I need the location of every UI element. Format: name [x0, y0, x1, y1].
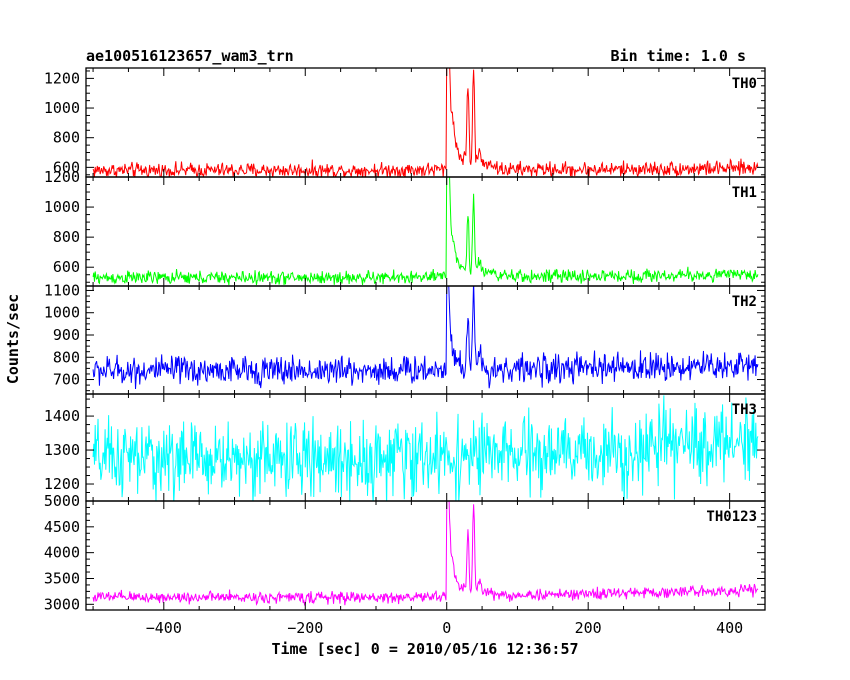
y-tick-label-th0123: 3500	[44, 569, 80, 587]
panel-frame-th0	[85, 67, 766, 178]
y-tick-label-th1: 1200	[44, 168, 80, 186]
trace-th0	[92, 68, 759, 177]
chart-ticks	[86, 68, 765, 610]
y-tick-label-th2: 1000	[44, 304, 80, 322]
y-tick-label-th0123: 4500	[44, 518, 80, 536]
y-tick-label-th1: 800	[53, 228, 80, 246]
chart-tick-labels: TH0 600 800 1000 1200 TH1 600 800 1000 1200 TH2 700…	[44, 69, 757, 637]
y-tick-label-th3: 1300	[44, 441, 80, 459]
bin-time-label: Bin time: 1.0 s	[611, 47, 746, 65]
chart-title: ae100516123657_wam3_trn	[86, 47, 294, 65]
y-tick-label-th0123: 5000	[44, 492, 80, 510]
y-tick-label-th0: 600	[53, 158, 80, 176]
y-tick-label-th2: 900	[53, 326, 80, 344]
y-tick-label-th0: 1000	[44, 99, 80, 117]
y-tick-label-th3: 1200	[44, 475, 80, 493]
chart-frames	[85, 67, 766, 611]
trace-th2	[92, 286, 759, 389]
panel-label-th0123: TH0123	[706, 509, 757, 525]
panel-frame-th0123	[85, 500, 766, 611]
x-tick-label: −200	[287, 619, 323, 637]
y-tick-label-th0: 1200	[44, 69, 80, 87]
panel-label-th1: TH1	[732, 185, 757, 201]
y-tick-label-th0123: 4000	[44, 544, 80, 562]
y-tick-label-th0: 800	[53, 129, 80, 147]
x-tick-label: 200	[575, 619, 602, 637]
chart-traces	[92, 68, 759, 607]
x-tick-label: −400	[146, 619, 182, 637]
trace-th0123	[92, 501, 759, 607]
panel-frame-th1	[85, 176, 766, 287]
x-tick-label: 400	[716, 619, 743, 637]
panel-label-th3: TH3	[732, 402, 757, 418]
trace-th3	[92, 395, 759, 501]
panel-label-th0: TH0	[732, 76, 757, 92]
y-tick-label-th1: 1000	[44, 198, 80, 216]
trace-th1	[92, 177, 759, 286]
y-tick-label-th2: 800	[53, 348, 80, 366]
y-tick-label-th2: 1100	[44, 281, 80, 299]
y-tick-label-th3: 1400	[44, 407, 80, 425]
x-tick-label: 0	[442, 619, 451, 637]
y-tick-label-th2: 700	[53, 371, 80, 389]
y-tick-label-th1: 600	[53, 258, 80, 276]
y-axis-label: Counts/sec	[4, 294, 22, 384]
panel-label-th2: TH2	[732, 294, 757, 310]
x-axis-label: Time [sec] 0 = 2010/05/16 12:36:57	[271, 640, 578, 658]
y-tick-label-th0123: 3000	[44, 595, 80, 613]
